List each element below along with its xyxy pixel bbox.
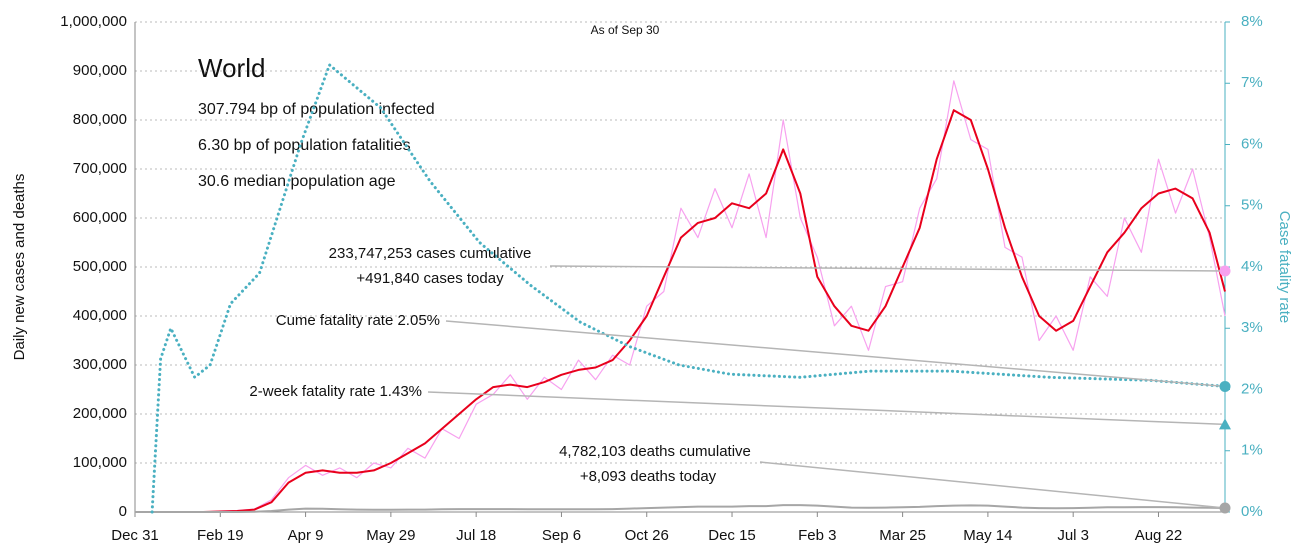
x-tick-label: Jul 3 <box>1057 527 1089 544</box>
y2-tick-label: 4% <box>1241 258 1263 275</box>
y-tick-label: 100,000 <box>73 454 127 471</box>
callout-text: +8,093 deaths today <box>580 468 717 485</box>
subtitle: 6.30 bp of population fatalities <box>198 137 411 154</box>
callout-leader <box>445 320 1226 388</box>
y2-tick-label: 3% <box>1241 319 1263 336</box>
callout-text: Cume fatality rate 2.05% <box>276 312 440 329</box>
callout-marker <box>1219 502 1231 514</box>
callout-marker <box>1219 380 1231 392</box>
subtitle: 307.794 bp of population infected <box>198 101 435 118</box>
x-tick-label: Mar 25 <box>879 527 926 544</box>
y-tick-label: 200,000 <box>73 405 127 422</box>
y2-tick-label: 6% <box>1241 135 1263 152</box>
callout-marker <box>1219 265 1231 277</box>
series-line <box>150 63 1227 514</box>
callout-text: 2-week fatality rate 1.43% <box>249 383 422 400</box>
x-tick-label: May 14 <box>963 527 1012 544</box>
y2-tick-label: 5% <box>1241 197 1263 214</box>
y2-tick-label: 1% <box>1241 442 1263 459</box>
callout-leader <box>759 461 1226 509</box>
x-tick-label: Jul 18 <box>456 527 496 544</box>
subtitle: 30.6 median population age <box>198 173 396 190</box>
y2-axis-label: Case fatality rate <box>1276 211 1293 324</box>
y-tick-label: 600,000 <box>73 209 127 226</box>
callout-text: 233,747,253 cases cumulative <box>329 245 532 262</box>
note: As of Sep 30 <box>591 23 660 37</box>
x-tick-label: May 29 <box>366 527 415 544</box>
x-tick-label: Dec 15 <box>708 527 756 544</box>
callout-marker <box>1219 418 1231 430</box>
x-tick-label: Feb 19 <box>197 527 244 544</box>
x-tick-label: Dec 31 <box>111 527 159 544</box>
y2-tick-label: 0% <box>1241 503 1263 520</box>
callout-leader <box>549 265 1226 272</box>
y2-tick-label: 2% <box>1241 380 1263 397</box>
y-tick-label: 400,000 <box>73 307 127 324</box>
y-tick-label: 800,000 <box>73 111 127 128</box>
y-tick-label: 900,000 <box>73 62 127 79</box>
y-tick-label: 300,000 <box>73 356 127 373</box>
x-tick-label: Sep 6 <box>542 527 581 544</box>
y-tick-label: 1,000,000 <box>60 13 127 30</box>
series-line <box>135 504 1226 513</box>
x-tick-label: Oct 26 <box>625 527 669 544</box>
y-tick-label: 0 <box>119 503 127 520</box>
series-line <box>135 109 1226 513</box>
y2-tick-label: 8% <box>1241 13 1263 30</box>
x-tick-label: Aug 22 <box>1135 527 1183 544</box>
x-tick-label: Apr 9 <box>288 527 324 544</box>
callout-leader <box>427 391 1226 426</box>
callout-text: +491,840 cases today <box>356 270 504 287</box>
y-axis-label: Daily new cases and deaths <box>11 174 28 361</box>
y-tick-label: 700,000 <box>73 160 127 177</box>
callout-text: 4,782,103 deaths cumulative <box>559 443 751 460</box>
y2-tick-label: 7% <box>1241 74 1263 91</box>
chart-title: World <box>198 53 265 83</box>
y-tick-label: 500,000 <box>73 258 127 275</box>
x-tick-label: Feb 3 <box>798 527 836 544</box>
